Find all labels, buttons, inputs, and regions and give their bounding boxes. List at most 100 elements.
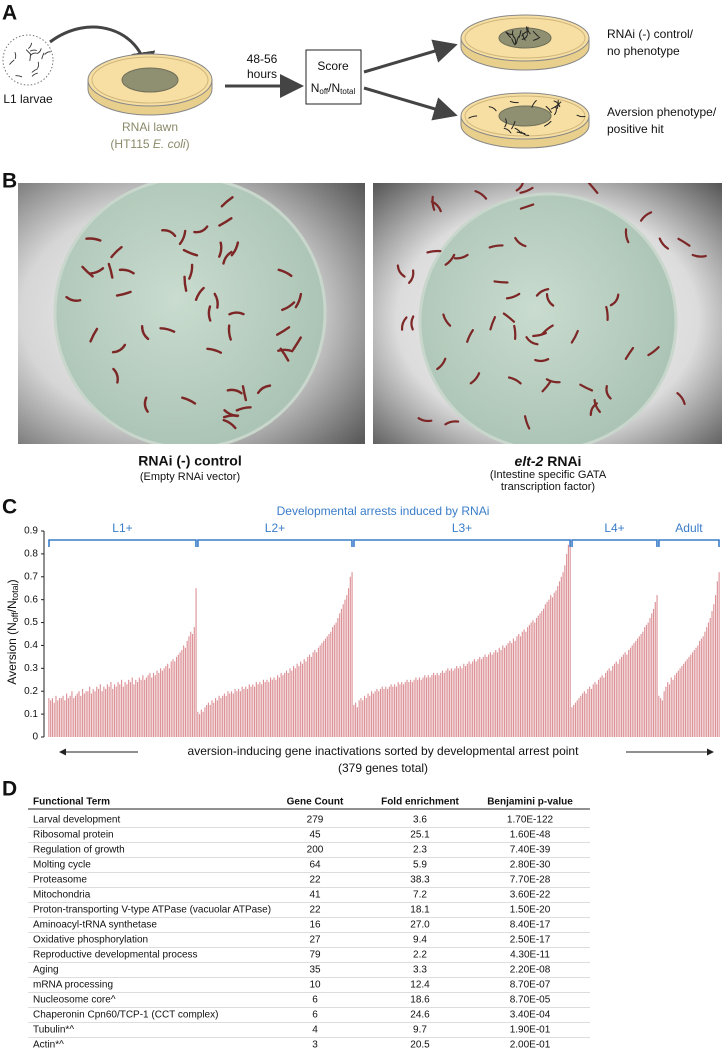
bar: [512, 638, 515, 737]
lawn-disc: [418, 192, 678, 444]
worm: [256, 384, 272, 395]
worm: [523, 415, 531, 430]
bar: [459, 666, 461, 737]
bar: [647, 622, 649, 737]
bar: [106, 684, 108, 737]
bar: [269, 677, 272, 737]
table-cell: Proton-transporting V-type ATPase (vacuo…: [33, 905, 271, 916]
bar: [275, 679, 277, 737]
table-cell: Regulation of growth: [33, 845, 125, 856]
bar: [518, 634, 520, 737]
bar: [482, 656, 484, 737]
bar: [310, 656, 312, 737]
bar: [640, 634, 642, 737]
worm: [226, 388, 243, 395]
bar: [335, 622, 337, 737]
bar: [308, 654, 311, 737]
bar: [470, 663, 472, 737]
worm: [15, 75, 23, 78]
bar: [229, 693, 231, 737]
ylabel-sub: off: [10, 612, 20, 622]
bar: [333, 624, 335, 737]
bar: [546, 601, 548, 737]
bar: [355, 702, 357, 737]
bar: [74, 695, 77, 737]
worm: [277, 268, 293, 278]
lawn-disc: [53, 183, 327, 444]
outcome-label: Aversion phenotype/: [607, 105, 717, 119]
worm: [14, 52, 17, 59]
formula-sub: off: [319, 87, 329, 96]
table-cell: 24.6: [410, 1010, 430, 1021]
strain-species: E. coli: [153, 137, 186, 151]
bar: [668, 684, 671, 737]
bar: [303, 659, 305, 737]
chart: Developmental arrests induced by RNAi Av…: [5, 504, 720, 775]
bar: [328, 634, 330, 737]
bar: [420, 679, 422, 737]
photo-subtitle: (Empty RNAi vector): [140, 471, 240, 483]
gene-name: elt-2: [515, 453, 544, 469]
bar: [78, 691, 80, 737]
bar: [103, 686, 105, 737]
bar: [386, 688, 389, 737]
bar: [688, 656, 690, 737]
bar: [617, 663, 619, 737]
bar: [209, 704, 211, 737]
lawn-strain: (HT115 E. coli): [110, 137, 189, 151]
bar: [48, 698, 50, 737]
bar: [190, 631, 192, 737]
bar: [87, 691, 89, 737]
worm: [29, 49, 37, 52]
bar: [417, 679, 419, 737]
bar: [126, 684, 128, 737]
bar: [654, 601, 656, 737]
bar: [285, 670, 288, 737]
worm: [213, 292, 219, 309]
worm: [275, 326, 291, 336]
bar: [314, 650, 316, 737]
bar: [509, 640, 511, 737]
bar: [422, 677, 424, 737]
table-cell: 1.60E-48: [510, 830, 551, 841]
bar: [99, 684, 101, 737]
ylabel-sub: total: [10, 583, 20, 600]
bar: [697, 645, 699, 737]
worm: [514, 127, 522, 134]
bar: [564, 565, 566, 737]
worm: [532, 331, 547, 338]
y-tick-label: 0.7: [24, 571, 38, 582]
bar: [358, 700, 360, 737]
panel-label: B: [2, 170, 17, 193]
bar: [433, 672, 435, 737]
table-cell: Nucleosome core^: [33, 995, 116, 1006]
worm: [407, 269, 415, 284]
bar: [610, 670, 612, 737]
bar: [638, 636, 640, 737]
bar: [525, 631, 527, 737]
strain: (HT115: [110, 137, 152, 151]
worm: [513, 324, 517, 341]
bar: [89, 686, 91, 737]
worm: [31, 72, 38, 77]
table-cell: 45: [309, 830, 321, 841]
worm: [25, 49, 32, 55]
worm: [605, 384, 612, 400]
time-label: 48-56: [247, 52, 278, 66]
bar: [97, 688, 100, 737]
table-cell: 4.30E-11: [510, 950, 550, 961]
worm: [178, 229, 187, 246]
formula-sub: total: [340, 87, 355, 96]
bar: [186, 640, 188, 737]
worm: [410, 315, 415, 331]
photo-content: [53, 183, 327, 444]
group-bracket: [197, 539, 353, 547]
bar: [60, 698, 62, 737]
worm: [36, 48, 42, 54]
bar: [252, 684, 254, 737]
worm: [474, 190, 488, 200]
table-cell: 64: [309, 860, 321, 871]
worm: [65, 295, 82, 302]
table-cell: Aminoacyl-tRNA synthetase: [33, 920, 157, 931]
table-cell: 279: [307, 815, 324, 826]
